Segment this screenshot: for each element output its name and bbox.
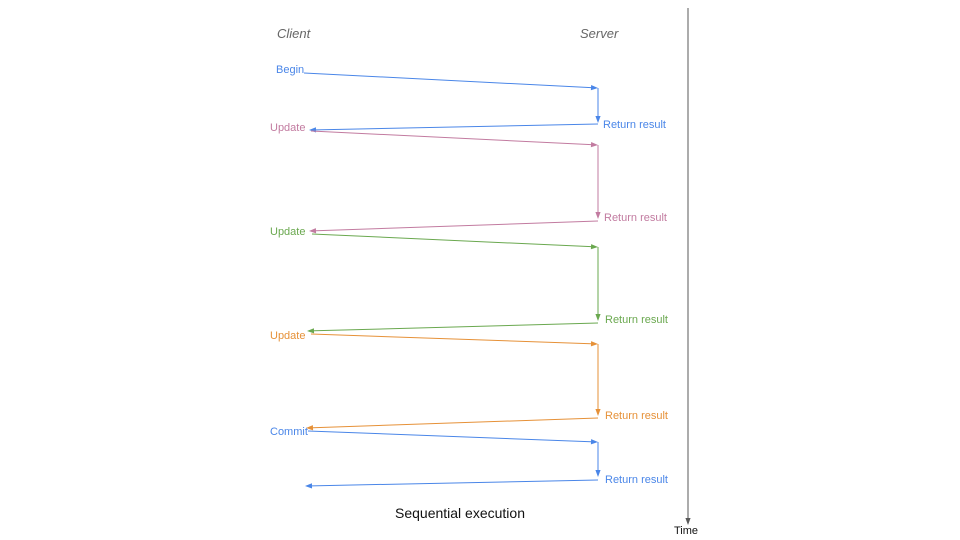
- message-label-begin: Begin: [276, 64, 305, 76]
- request-arrow-update-2-arrowhead: [590, 244, 598, 250]
- message-label-update-2: Update: [270, 226, 306, 238]
- server-processing-line-update-2: [595, 247, 601, 321]
- server-processing-line-update-2-arrowhead: [595, 314, 601, 321]
- return-arrow-commit: [305, 479, 599, 489]
- message-label-commit: Commit: [270, 426, 308, 438]
- return-arrow-commit-arrowhead: [305, 483, 313, 489]
- message-label-update-1: Update: [270, 122, 306, 134]
- return-result-label-update-1: Return result: [604, 212, 667, 224]
- return-arrow-begin: [309, 123, 599, 133]
- server-column-header: Server: [580, 26, 619, 41]
- time-axis-line-arrowhead: [685, 518, 691, 525]
- return-result-label-commit: Return result: [605, 474, 668, 486]
- request-arrow-update-3: [310, 333, 598, 347]
- request-arrow-begin-arrowhead: [590, 85, 598, 91]
- return-arrow-update-1: [309, 220, 599, 234]
- server-processing-line-begin: [595, 88, 601, 123]
- diagram-caption: Sequential execution: [395, 505, 525, 521]
- request-arrow-update-2: [311, 233, 598, 250]
- message-label-update-3: Update: [270, 330, 306, 342]
- return-arrow-update-2: [307, 322, 599, 334]
- request-arrow-commit: [307, 430, 598, 445]
- time-axis-label: Time: [674, 525, 699, 537]
- return-result-label-begin: Return result: [603, 119, 666, 131]
- request-arrow-begin: [303, 72, 598, 91]
- server-processing-line-update-1: [595, 145, 601, 219]
- return-arrow-update-2-arrowhead: [307, 328, 315, 334]
- return-arrow-update-3: [306, 417, 599, 431]
- time-axis-line: [685, 8, 691, 525]
- server-processing-line-update-3-arrowhead: [595, 409, 601, 416]
- request-arrow-commit-arrowhead: [590, 439, 598, 445]
- return-arrow-update-3-arrowhead: [306, 425, 314, 431]
- server-processing-line-commit-arrowhead: [595, 470, 601, 477]
- server-processing-line-commit: [595, 442, 601, 477]
- request-arrow-update-3-arrowhead: [590, 341, 598, 347]
- return-result-label-update-2: Return result: [605, 314, 668, 326]
- server-processing-line-begin-arrowhead: [595, 116, 601, 123]
- return-result-label-update-3: Return result: [605, 410, 668, 422]
- return-arrow-update-1-arrowhead: [309, 228, 317, 234]
- request-arrow-update-1: [310, 130, 598, 148]
- server-processing-line-update-1-arrowhead: [595, 212, 601, 219]
- request-arrow-update-1-arrowhead: [590, 142, 598, 148]
- client-column-header: Client: [277, 26, 311, 41]
- server-processing-line-update-3: [595, 344, 601, 416]
